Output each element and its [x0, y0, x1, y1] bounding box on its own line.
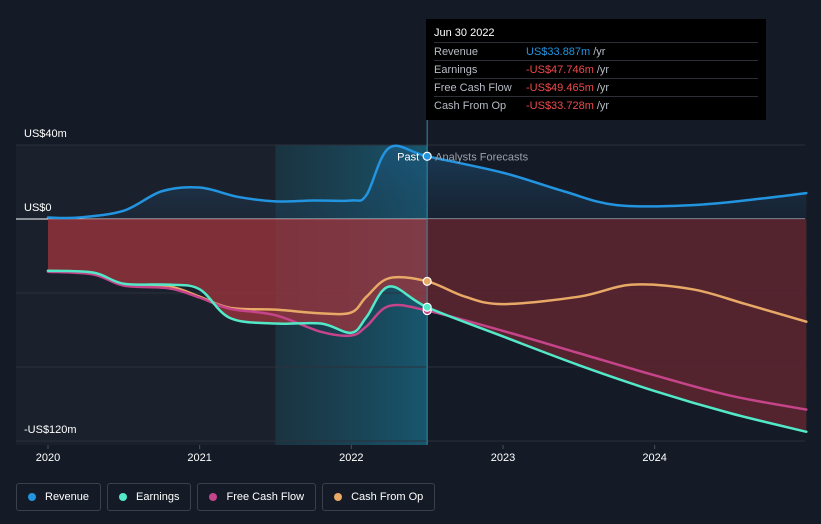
tooltip-row-cash-from-op: Cash From Op -US$33.728m /yr	[434, 96, 758, 114]
chart-canvas: US$40m US$0 -US$120m 2020 2021 2022 2023 2024 Pa…	[16, 120, 808, 464]
legend: Revenue Earnings Free Cash Flow Cash Fro…	[16, 483, 436, 511]
tooltip-row-free-cash-flow: Free Cash Flow -US$49.465m /yr	[434, 78, 758, 96]
y-axis-label: -US$120m	[24, 424, 77, 436]
series-line-cash-from-op	[46, 269, 808, 323]
tooltip-row-value: -US$33.728m	[526, 99, 594, 112]
past-label: Past	[397, 151, 419, 163]
series-marker-cash-from-op	[422, 276, 432, 286]
series-marker-revenue	[422, 151, 432, 161]
tooltip-date: Jun 30 2022	[434, 27, 495, 39]
tooltip-row-value: -US$49.465m	[526, 81, 594, 94]
legend-item-cash-from-op[interactable]: Cash From Op	[322, 483, 436, 511]
tooltip-row-unit: /yr	[596, 63, 610, 76]
tooltip-row-label: Free Cash Flow	[434, 81, 512, 94]
tooltip-row-label: Cash From Op	[434, 99, 507, 112]
free-cash-flow-dot-icon	[209, 493, 218, 501]
legend-label: Cash From Op	[351, 491, 424, 503]
tooltip-row-value: -US$47.746m	[526, 63, 594, 76]
y-axis-label: US$40m	[24, 128, 67, 140]
forecast-label: Analysts Forecasts	[435, 151, 528, 163]
tooltip-row-earnings: Earnings -US$47.746m /yr	[434, 60, 758, 78]
tooltip-row-unit: /yr	[596, 81, 610, 94]
series-marker-earnings	[422, 302, 432, 312]
tooltip-row-revenue: Revenue US$33.887m /yr	[434, 42, 758, 60]
tooltip-row-label: Earnings	[434, 63, 478, 76]
series-line-earnings	[46, 269, 808, 433]
y-axis-label: US$0	[24, 202, 52, 214]
revenue-dot-icon	[28, 493, 36, 501]
x-axis-tick-label: 2023	[491, 452, 515, 464]
x-axis-tick-label: 2022	[339, 452, 363, 464]
tooltip-row-unit: /yr	[596, 99, 610, 112]
legend-item-revenue[interactable]: Revenue	[16, 483, 102, 511]
legend-label: Free Cash Flow	[226, 491, 305, 503]
series-line-free-cash-flow	[46, 270, 808, 411]
negative-area-forecast	[427, 219, 807, 432]
series-line-revenue	[46, 144, 808, 220]
tooltip-row-value: US$33.887m	[526, 45, 591, 58]
tooltip-row-unit: /yr	[593, 45, 606, 58]
earnings-dot-icon	[119, 493, 128, 501]
legend-item-earnings[interactable]: Earnings	[107, 483, 192, 511]
tooltip: Jun 30 2022 Revenue US$33.887m /yr Earni…	[426, 19, 766, 120]
legend-label: Revenue	[45, 491, 90, 503]
cash-from-op-dot-icon	[334, 493, 343, 501]
negative-area-past	[48, 219, 428, 333]
x-axis-tick-label: 2021	[187, 452, 211, 464]
x-axis-tick-label: 2024	[642, 452, 666, 464]
legend-item-free-cash-flow[interactable]: Free Cash Flow	[197, 483, 317, 511]
tooltip-row-label: Revenue	[434, 45, 479, 58]
legend-label: Earnings	[136, 491, 180, 503]
x-axis-tick-label: 2020	[36, 452, 60, 464]
